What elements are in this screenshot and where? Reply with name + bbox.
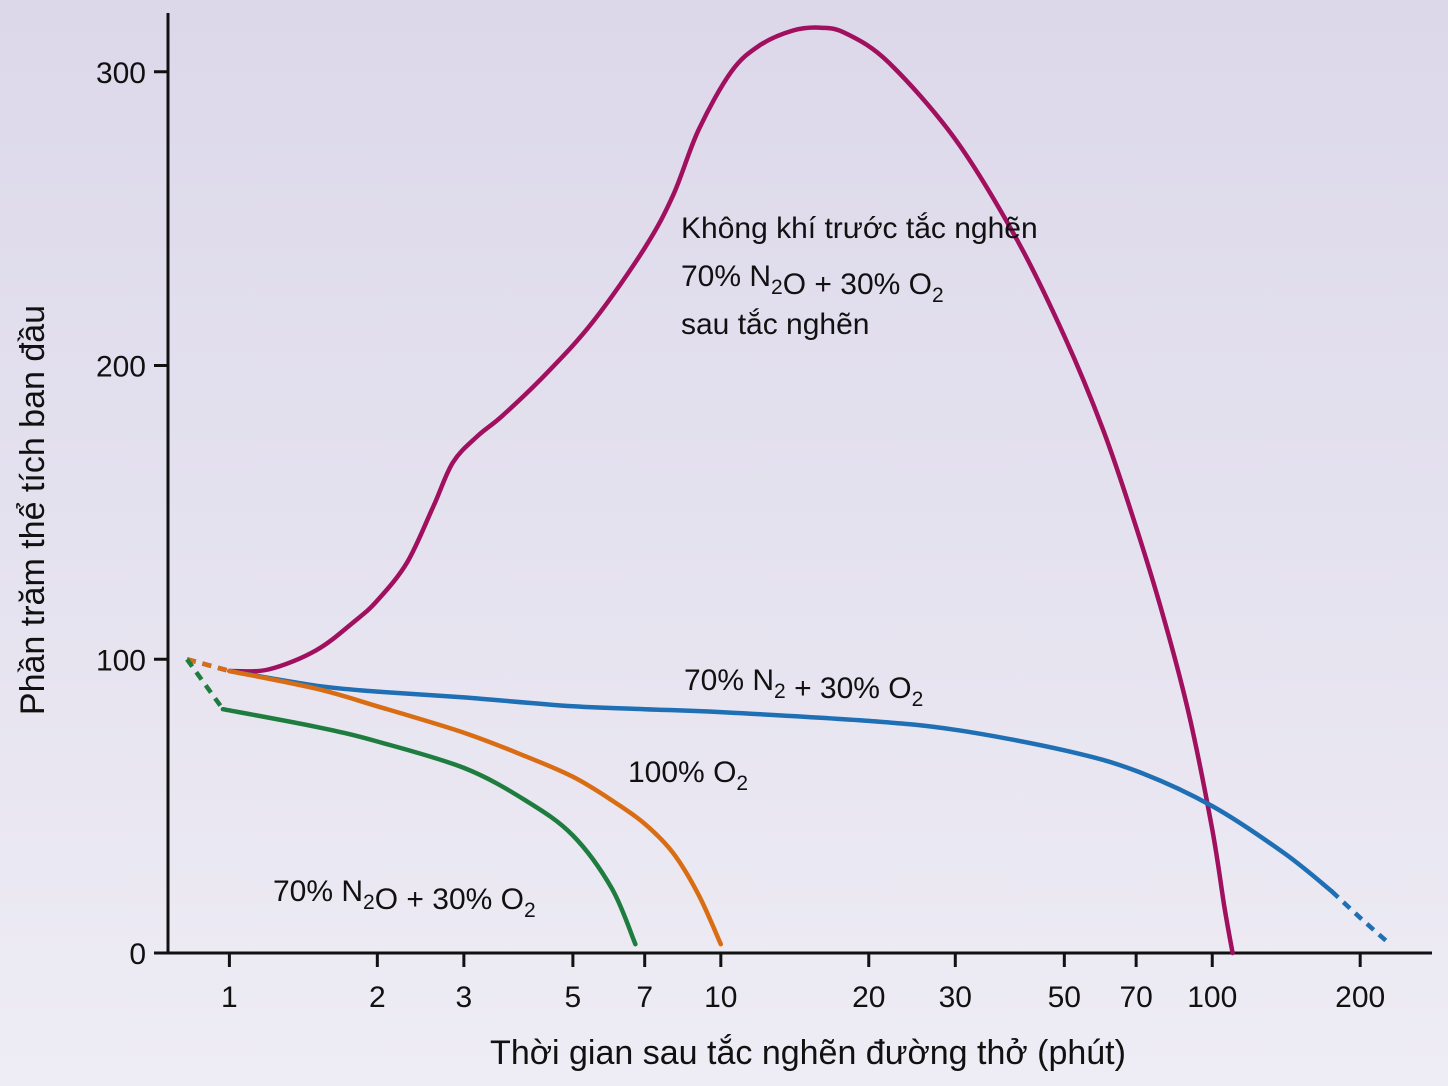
label-text: 70% N — [681, 260, 771, 293]
x-tick-label: 100 — [1187, 981, 1237, 1014]
series-label-air-n2o: Không khí trước tắc nghẽn — [681, 212, 1038, 245]
series-label-o2: 100% O2 — [628, 756, 748, 795]
x-tick-label: 5 — [565, 981, 582, 1014]
x-tick-label: 10 — [704, 981, 737, 1014]
series-label-air-n2o: sau tắc nghẽn — [681, 308, 869, 341]
y-tick-label: 300 — [96, 57, 146, 90]
x-tick-label: 2 — [369, 981, 386, 1014]
label-text: + 30% O — [786, 672, 912, 705]
axes: 0 100 200 300 1 2 3 5 7 10 20 30 50 70 100 200 — [96, 13, 1432, 1014]
x-tick-label: 50 — [1048, 981, 1081, 1014]
series-n2-o2-line — [227, 668, 1334, 894]
subscript: 2 — [932, 284, 944, 307]
subscript: 2 — [912, 688, 924, 711]
series-air-n2o — [186, 25, 1235, 956]
x-axis-title: Thời gian sau tắc nghẽn đường thở (phút) — [490, 1034, 1126, 1072]
subscript: 2 — [524, 899, 536, 922]
x-tick-label: 200 — [1335, 981, 1385, 1014]
subscript: 2 — [736, 772, 748, 795]
label-text: O + 30% O — [783, 268, 932, 301]
y-tick-label: 100 — [96, 644, 146, 677]
y-tick-label: 200 — [96, 351, 146, 384]
x-tick-label: 3 — [456, 981, 473, 1014]
series-label-n2o-o2: 70% N2O + 30% O2 — [273, 875, 536, 922]
y-tick-label: 0 — [129, 938, 146, 971]
series-group — [185, 25, 1392, 956]
x-tick-label: 30 — [939, 981, 972, 1014]
x-tick-label: 7 — [636, 981, 653, 1014]
label-text: O + 30% O — [375, 883, 524, 916]
series-n2o-o2-line — [220, 706, 638, 947]
series-n2-o2-end-dashed — [1330, 889, 1392, 946]
series-label-n2-o2: 70% N2 + 30% O2 — [684, 664, 923, 711]
series-label-air-n2o: 70% N2O + 30% O2 — [681, 260, 944, 307]
subscript: 2 — [771, 276, 783, 299]
label-text: sau tắc nghẽn — [681, 308, 869, 341]
subscript: 2 — [774, 680, 786, 703]
series-n2o-o2-start-dashed — [185, 657, 225, 711]
x-tick-label: 20 — [852, 981, 885, 1014]
series-n2o-o2 — [185, 657, 638, 947]
subscript: 2 — [363, 891, 375, 914]
label-text: 70% N — [273, 875, 363, 908]
label-text: Không khí trước tắc nghẽn — [681, 212, 1038, 245]
label-text: 100% O — [628, 756, 736, 789]
series-air-n2o-line — [227, 25, 1235, 956]
series-o2-line — [227, 668, 724, 947]
label-text: 70% N — [684, 664, 774, 697]
y-axis-title: Phần trăm thể tích ban đầu — [14, 305, 52, 715]
x-tick-label: 1 — [221, 981, 238, 1014]
x-tick-label: 70 — [1119, 981, 1152, 1014]
